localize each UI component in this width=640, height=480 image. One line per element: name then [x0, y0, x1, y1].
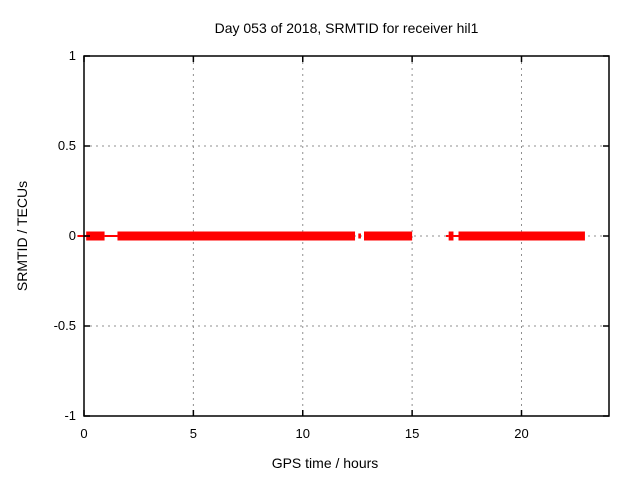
series-segment [446, 235, 449, 237]
series-segment [458, 231, 585, 241]
series-segment [117, 231, 356, 241]
series-segment [448, 231, 454, 241]
series-segment [358, 233, 361, 239]
y-tick-label: 0 [68, 228, 76, 243]
y-tick-label: 0.5 [57, 138, 76, 153]
series-segment [77, 235, 87, 237]
y-tick-label: 1 [68, 48, 76, 63]
chart-title: Day 053 of 2018, SRMTID for receiver hil… [214, 20, 479, 36]
y-tick-label: -0.5 [53, 318, 76, 333]
x-tick-label: 20 [514, 426, 529, 441]
x-tick-label: 15 [404, 426, 420, 441]
y-tick-label: -1 [64, 408, 76, 423]
series-segment [364, 231, 413, 241]
series-segment [104, 235, 118, 237]
series-segment [453, 235, 459, 237]
x-tick-label: 5 [189, 426, 197, 441]
x-tick-label: 10 [295, 426, 310, 441]
series-segment [86, 231, 105, 241]
x-axis-label: GPS time / hours [271, 455, 379, 471]
x-tick-label: 0 [80, 426, 88, 441]
